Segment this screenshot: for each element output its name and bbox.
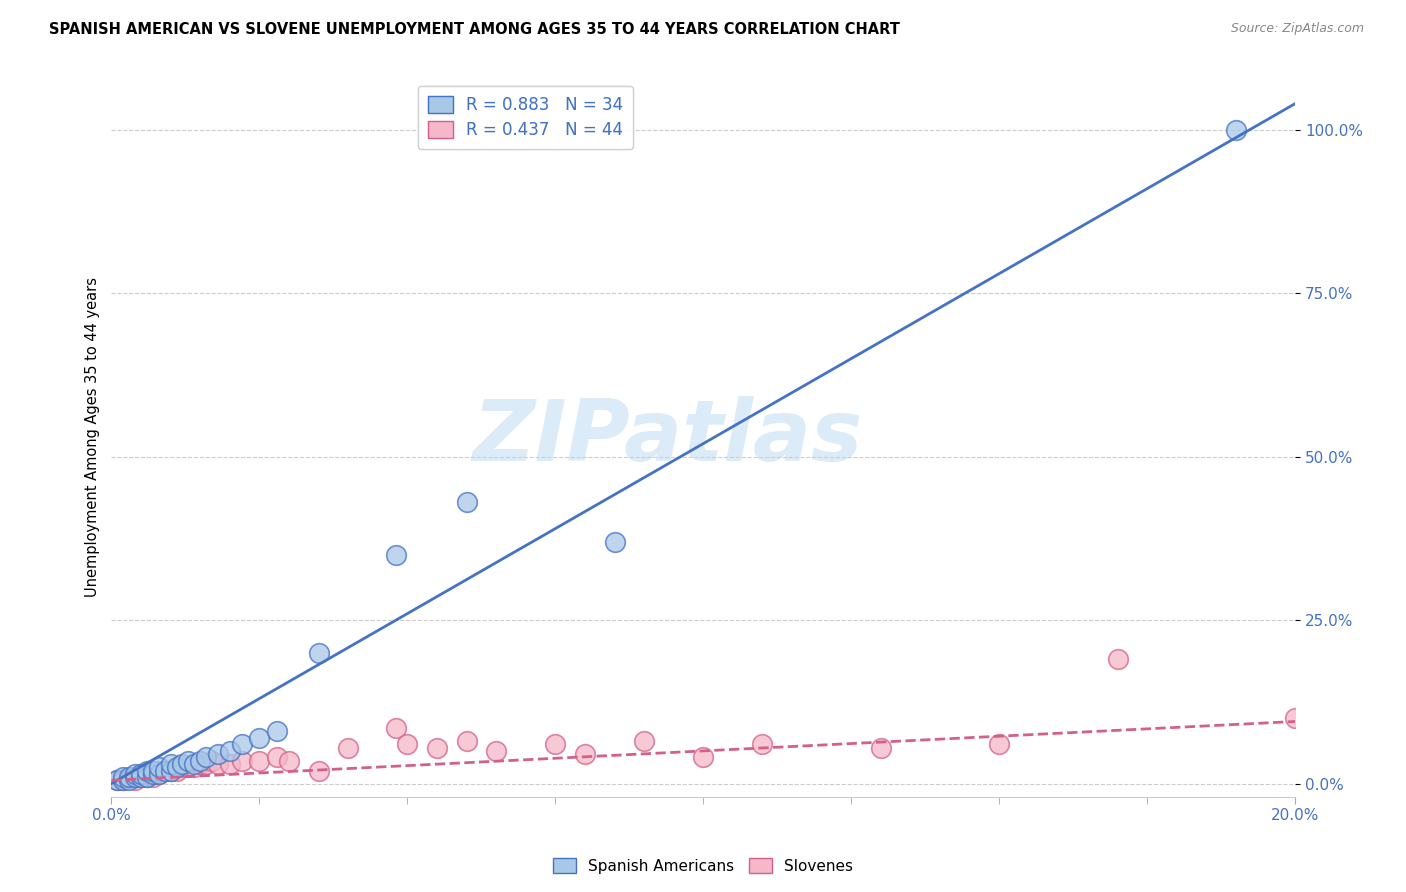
Y-axis label: Unemployment Among Ages 35 to 44 years: Unemployment Among Ages 35 to 44 years xyxy=(86,277,100,597)
Point xyxy=(456,734,478,748)
Point xyxy=(247,754,270,768)
Point xyxy=(188,756,211,771)
Point xyxy=(135,764,157,778)
Point xyxy=(384,721,406,735)
Point xyxy=(266,750,288,764)
Point xyxy=(124,766,146,780)
Point xyxy=(188,754,211,768)
Point xyxy=(142,766,165,780)
Point xyxy=(278,754,301,768)
Point xyxy=(124,770,146,784)
Point xyxy=(633,734,655,748)
Point xyxy=(1284,711,1306,725)
Point xyxy=(308,646,330,660)
Point xyxy=(1225,122,1247,136)
Point xyxy=(384,548,406,562)
Point xyxy=(574,747,596,761)
Point xyxy=(266,724,288,739)
Point xyxy=(112,773,135,788)
Point xyxy=(172,760,194,774)
Point xyxy=(105,773,128,788)
Point xyxy=(135,766,157,780)
Point xyxy=(135,770,157,784)
Point xyxy=(183,756,205,771)
Point xyxy=(105,773,128,788)
Text: SPANISH AMERICAN VS SLOVENE UNEMPLOYMENT AMONG AGES 35 TO 44 YEARS CORRELATION C: SPANISH AMERICAN VS SLOVENE UNEMPLOYMENT… xyxy=(49,22,900,37)
Point xyxy=(195,756,218,771)
Point xyxy=(603,534,626,549)
Point xyxy=(172,756,194,771)
Point xyxy=(166,760,188,774)
Point xyxy=(177,760,200,774)
Point xyxy=(148,760,170,774)
Point xyxy=(148,766,170,780)
Point xyxy=(118,773,141,788)
Point xyxy=(166,764,188,778)
Text: Source: ZipAtlas.com: Source: ZipAtlas.com xyxy=(1230,22,1364,36)
Point xyxy=(124,773,146,788)
Point xyxy=(118,770,141,784)
Point xyxy=(426,740,449,755)
Point xyxy=(231,754,253,768)
Point xyxy=(124,770,146,784)
Point xyxy=(231,737,253,751)
Legend: Spanish Americans, Slovenes: Spanish Americans, Slovenes xyxy=(547,852,859,880)
Point xyxy=(142,764,165,778)
Point xyxy=(159,764,181,778)
Point xyxy=(869,740,891,755)
Point xyxy=(112,770,135,784)
Point xyxy=(159,764,181,778)
Point xyxy=(129,766,152,780)
Point xyxy=(308,764,330,778)
Point xyxy=(148,764,170,778)
Point xyxy=(177,754,200,768)
Point xyxy=(112,773,135,788)
Point xyxy=(118,772,141,786)
Point xyxy=(142,766,165,780)
Point xyxy=(485,744,508,758)
Point xyxy=(153,764,176,778)
Point xyxy=(142,770,165,784)
Point xyxy=(218,744,240,758)
Legend: R = 0.883   N = 34, R = 0.437   N = 44: R = 0.883 N = 34, R = 0.437 N = 44 xyxy=(418,86,634,149)
Point xyxy=(135,770,157,784)
Point xyxy=(129,770,152,784)
Point xyxy=(201,754,224,768)
Point xyxy=(692,750,714,764)
Point xyxy=(148,766,170,780)
Point xyxy=(751,737,773,751)
Point xyxy=(218,756,240,771)
Text: ZIPatlas: ZIPatlas xyxy=(472,395,863,478)
Point xyxy=(207,756,229,771)
Point xyxy=(988,737,1011,751)
Point xyxy=(153,764,176,778)
Point xyxy=(544,737,567,751)
Point xyxy=(207,747,229,761)
Point xyxy=(159,756,181,771)
Point xyxy=(129,770,152,784)
Point xyxy=(396,737,419,751)
Point xyxy=(1107,652,1129,666)
Point xyxy=(195,750,218,764)
Point xyxy=(247,731,270,745)
Point xyxy=(129,766,152,780)
Point xyxy=(456,495,478,509)
Point xyxy=(337,740,360,755)
Point xyxy=(183,760,205,774)
